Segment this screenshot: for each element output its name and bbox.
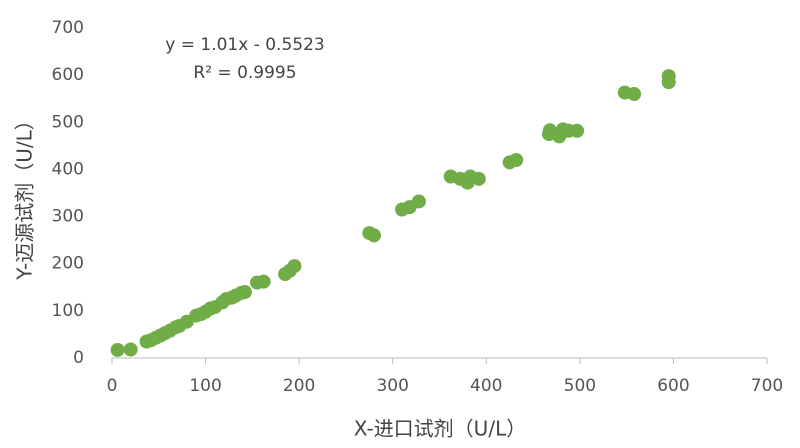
point bbox=[411, 194, 426, 209]
x-tick-label: 100 bbox=[189, 376, 221, 396]
x-tick-label: 500 bbox=[564, 376, 596, 396]
point bbox=[110, 342, 125, 357]
y-axis-title: Y-迈源试剂（U/L） bbox=[13, 110, 37, 281]
y-tick-label: 300 bbox=[52, 207, 84, 227]
x-tick-label: 700 bbox=[751, 376, 783, 396]
x-tick-label: 600 bbox=[657, 376, 689, 396]
point bbox=[471, 171, 486, 186]
y-tick-label: 100 bbox=[52, 301, 84, 321]
point bbox=[627, 87, 642, 101]
point bbox=[123, 342, 138, 357]
point bbox=[661, 69, 676, 84]
x-tick-label: 400 bbox=[470, 376, 502, 396]
point bbox=[256, 274, 271, 289]
y-tick-label: 200 bbox=[52, 254, 84, 274]
y-tick-label: 500 bbox=[52, 112, 84, 132]
point bbox=[509, 153, 524, 167]
y-tick-label: 400 bbox=[52, 159, 84, 179]
equation: y = 1.01x - 0.5523 bbox=[165, 35, 324, 55]
x-tick-label: 0 bbox=[107, 376, 118, 396]
y-tick-label: 0 bbox=[73, 348, 84, 368]
point bbox=[237, 285, 252, 299]
y-tick-label: 700 bbox=[52, 18, 84, 38]
point bbox=[367, 228, 381, 243]
point bbox=[570, 123, 585, 138]
y-tick-label: 600 bbox=[52, 65, 84, 85]
r-squared: R² = 0.9995 bbox=[193, 63, 296, 83]
x-tick-label: 300 bbox=[376, 376, 408, 396]
x-tick-label: 200 bbox=[283, 376, 315, 396]
point bbox=[287, 259, 302, 274]
x-axis-title: X-进口试剂（U/L） bbox=[354, 417, 526, 441]
